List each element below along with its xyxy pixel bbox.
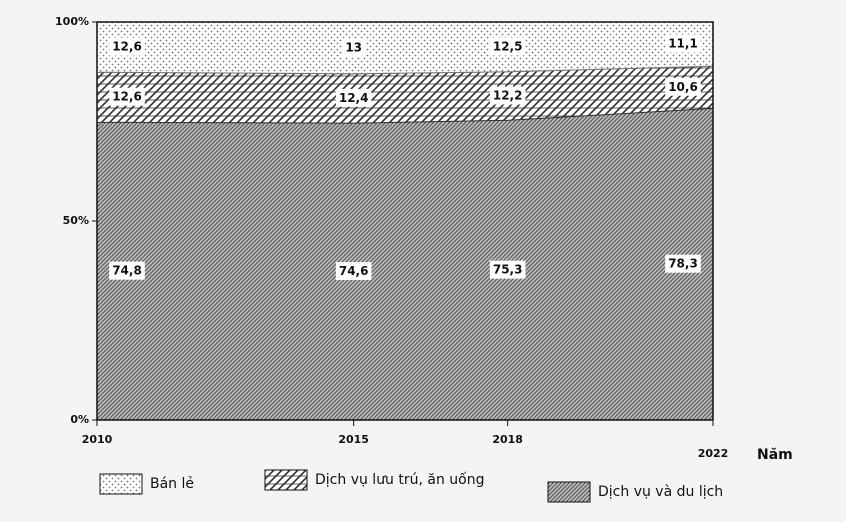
data-label: 12,6 [112,90,142,104]
x-tick-label: 2018 [492,433,523,446]
legend-label: Dịch vụ lưu trú, ăn uống [315,471,485,488]
data-label-box [335,262,372,281]
y-tick-label: 0% [70,413,89,426]
y-tick-label: 100% [55,15,89,28]
data-label-box [489,86,526,105]
area [96,21,714,75]
data-label-box [489,37,526,56]
data-label: 12,5 [493,39,523,53]
data-label-box [489,260,526,279]
area [96,107,714,421]
data-label-box [665,34,701,53]
legend-swatch [264,469,308,491]
x-axis-label: Năm [757,447,793,463]
data-label-box [109,87,145,106]
data-label: 74,6 [339,264,369,278]
legend-swatch [99,473,143,495]
x-tick-label: 2022 [698,447,729,460]
data-label: 13 [345,40,362,54]
data-label: 12,6 [112,40,142,54]
data-label: 75,3 [493,263,523,277]
data-label: 74,8 [112,264,142,278]
data-label-box [665,77,701,96]
data-label: 78,3 [668,257,698,271]
x-tick-label: 2015 [338,433,369,446]
data-label-box [109,261,145,280]
data-label: 12,2 [493,89,523,103]
legend-swatch [547,481,591,503]
data-label: 11,1 [668,37,698,51]
data-label-box [109,37,145,56]
data-label-box [335,88,372,107]
legend-label: Bán lẻ [150,476,194,492]
x-tick-label: 2010 [82,433,113,446]
data-label: 10,6 [668,80,698,94]
y-tick-label: 50% [63,214,89,227]
legend-label: Dịch vụ và du lịch [598,484,723,500]
data-label: 12,4 [339,91,369,105]
data-label-box [342,38,366,57]
data-label-box [665,254,701,273]
